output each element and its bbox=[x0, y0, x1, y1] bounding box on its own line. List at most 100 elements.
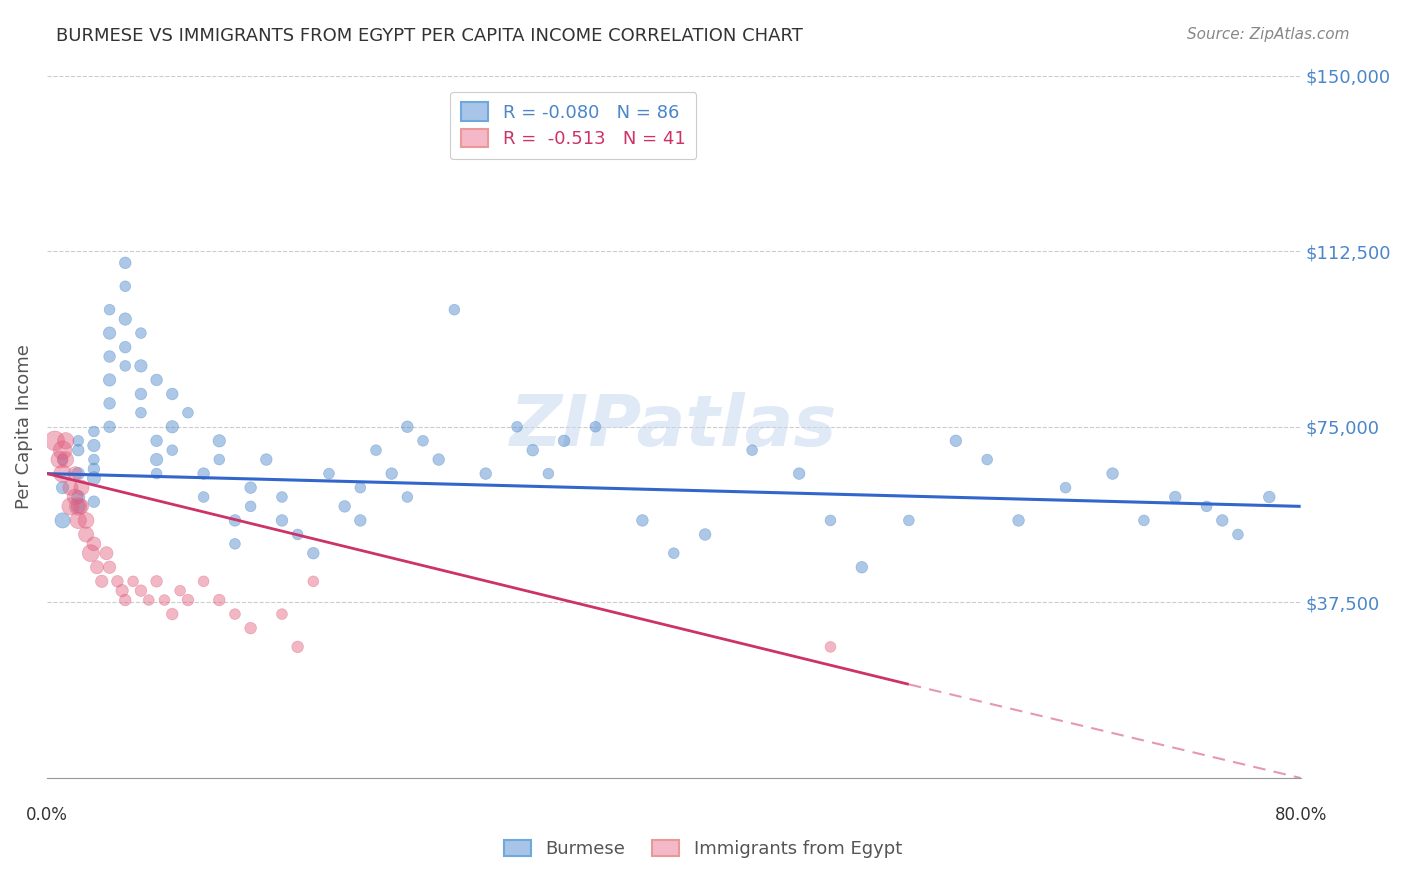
Point bbox=[80, 546, 103, 560]
Point bbox=[44, 434, 66, 448]
Text: BURMESE VS IMMIGRANTS FROM EGYPT PER CAPITA INCOME CORRELATION CHART: BURMESE VS IMMIGRANTS FROM EGYPT PER CAP… bbox=[56, 27, 803, 45]
Point bbox=[396, 419, 419, 434]
Point bbox=[239, 500, 262, 514]
Point bbox=[302, 574, 325, 589]
Point bbox=[98, 396, 121, 410]
Point bbox=[381, 467, 404, 481]
Point bbox=[83, 425, 105, 439]
Point bbox=[67, 467, 90, 481]
Point bbox=[55, 434, 77, 448]
Point bbox=[145, 467, 167, 481]
Text: ZIPatlas: ZIPatlas bbox=[510, 392, 838, 461]
Point bbox=[98, 326, 121, 340]
Point bbox=[662, 546, 685, 560]
Point bbox=[169, 583, 191, 598]
Point bbox=[59, 500, 82, 514]
Point bbox=[59, 481, 82, 495]
Point bbox=[83, 494, 105, 508]
Point bbox=[1101, 467, 1123, 481]
Point bbox=[1054, 481, 1077, 495]
Point bbox=[976, 452, 998, 467]
Point bbox=[98, 373, 121, 387]
Point bbox=[114, 312, 136, 326]
Point bbox=[271, 513, 294, 527]
Point bbox=[474, 467, 496, 481]
Point bbox=[114, 359, 136, 373]
Point bbox=[75, 513, 97, 527]
Point bbox=[208, 452, 231, 467]
Point bbox=[302, 546, 325, 560]
Point bbox=[153, 593, 176, 607]
Point bbox=[177, 593, 200, 607]
Point bbox=[1007, 513, 1029, 527]
Point bbox=[193, 490, 215, 504]
Point bbox=[63, 467, 86, 481]
Point bbox=[129, 326, 152, 340]
Text: 80.0%: 80.0% bbox=[1274, 806, 1327, 824]
Point bbox=[1258, 490, 1281, 504]
Point bbox=[162, 387, 184, 401]
Point bbox=[239, 621, 262, 635]
Point bbox=[177, 406, 200, 420]
Point bbox=[98, 419, 121, 434]
Point bbox=[83, 462, 105, 476]
Point bbox=[427, 452, 450, 467]
Point bbox=[51, 481, 73, 495]
Point bbox=[122, 574, 145, 589]
Point bbox=[318, 467, 340, 481]
Point bbox=[83, 471, 105, 485]
Point bbox=[63, 490, 86, 504]
Text: 0.0%: 0.0% bbox=[25, 806, 67, 824]
Point bbox=[1226, 527, 1249, 541]
Point bbox=[114, 279, 136, 293]
Point bbox=[1211, 513, 1233, 527]
Point bbox=[693, 527, 716, 541]
Point bbox=[583, 419, 606, 434]
Point bbox=[820, 513, 842, 527]
Point bbox=[851, 560, 873, 574]
Point bbox=[254, 452, 277, 467]
Point bbox=[224, 607, 246, 621]
Point bbox=[145, 574, 167, 589]
Point bbox=[48, 452, 70, 467]
Point bbox=[96, 546, 118, 560]
Y-axis label: Per Capita Income: Per Capita Income bbox=[15, 344, 32, 509]
Legend: Burmese, Immigrants from Egypt: Burmese, Immigrants from Egypt bbox=[496, 832, 910, 865]
Point bbox=[208, 593, 231, 607]
Point bbox=[945, 434, 967, 448]
Point bbox=[55, 452, 77, 467]
Point bbox=[364, 443, 387, 458]
Point bbox=[287, 640, 309, 654]
Point bbox=[193, 574, 215, 589]
Point bbox=[83, 537, 105, 551]
Point bbox=[349, 513, 371, 527]
Point bbox=[70, 500, 93, 514]
Point bbox=[193, 467, 215, 481]
Point bbox=[111, 583, 134, 598]
Point bbox=[51, 443, 73, 458]
Point bbox=[98, 302, 121, 317]
Point bbox=[349, 481, 371, 495]
Point bbox=[333, 500, 356, 514]
Point bbox=[98, 350, 121, 364]
Point bbox=[145, 434, 167, 448]
Point bbox=[553, 434, 575, 448]
Point bbox=[67, 500, 90, 514]
Point bbox=[67, 500, 90, 514]
Point bbox=[51, 513, 73, 527]
Point bbox=[224, 513, 246, 527]
Point bbox=[287, 527, 309, 541]
Point bbox=[412, 434, 434, 448]
Point bbox=[741, 443, 763, 458]
Point bbox=[162, 419, 184, 434]
Point bbox=[90, 574, 112, 589]
Point bbox=[239, 481, 262, 495]
Point bbox=[86, 560, 108, 574]
Point bbox=[145, 373, 167, 387]
Point bbox=[271, 607, 294, 621]
Point bbox=[51, 467, 73, 481]
Point bbox=[443, 302, 465, 317]
Point bbox=[162, 607, 184, 621]
Point bbox=[129, 406, 152, 420]
Point bbox=[129, 359, 152, 373]
